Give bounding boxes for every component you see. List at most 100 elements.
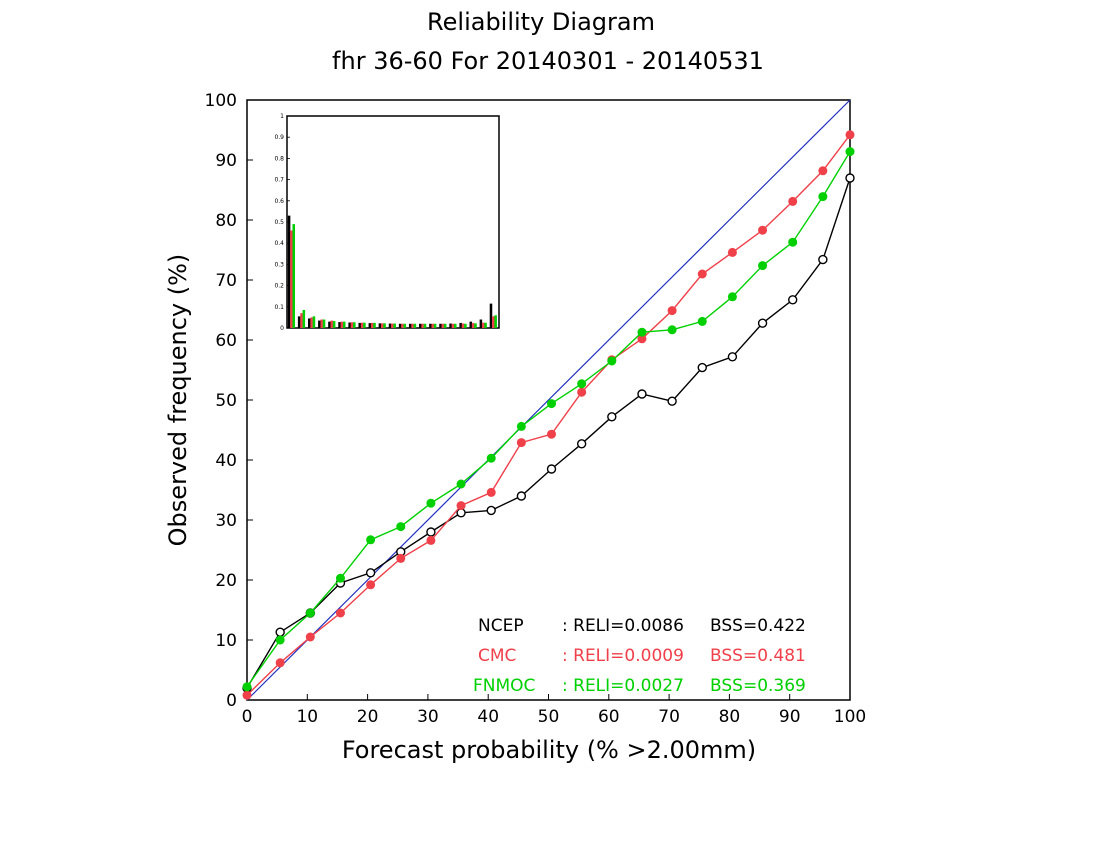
inset-tick-label: 0.6 bbox=[274, 198, 284, 205]
inset-bar-ncep bbox=[318, 320, 321, 328]
inset-bar-fnmoc bbox=[494, 315, 497, 328]
point-cmc bbox=[697, 269, 707, 279]
x-tick-label: 100 bbox=[834, 707, 866, 727]
point-fnmoc bbox=[486, 453, 496, 463]
inset-bar-ncep bbox=[338, 322, 341, 328]
inset-bar-ncep bbox=[388, 323, 392, 328]
inset-bar-fnmoc bbox=[312, 316, 316, 328]
point-cmc bbox=[335, 608, 345, 618]
point-fnmoc bbox=[396, 522, 406, 532]
point-fnmoc bbox=[366, 535, 376, 545]
legend-bss-cmc: BSS=0.481 bbox=[710, 646, 806, 666]
point-cmc bbox=[242, 690, 252, 700]
y-tick-label: 50 bbox=[215, 391, 237, 411]
point-fnmoc bbox=[637, 327, 647, 337]
inset-bar-cmc bbox=[300, 313, 303, 328]
inset-bar-cmc bbox=[350, 322, 354, 328]
inset-bar-cmc bbox=[492, 316, 495, 328]
legend-reli-ncep: : RELI=0.0086 bbox=[562, 616, 684, 636]
point-ncep bbox=[426, 527, 436, 537]
point-cmc bbox=[788, 196, 798, 206]
inset-bar-cmc bbox=[310, 317, 313, 328]
inset-bar-cmc bbox=[471, 323, 475, 328]
inset-bar-cmc bbox=[340, 321, 344, 328]
point-fnmoc bbox=[547, 399, 557, 409]
inset-bar-fnmoc bbox=[363, 322, 366, 328]
inset-bar-ncep bbox=[459, 322, 462, 328]
legend-reli-cmc: : RELI=0.0009 bbox=[562, 646, 684, 666]
inset-bar-cmc bbox=[411, 323, 414, 328]
inset-bar-fnmoc bbox=[453, 323, 457, 328]
inset-bar-fnmoc bbox=[443, 323, 447, 328]
point-ncep bbox=[275, 627, 285, 637]
legend-name-cmc: CMC bbox=[478, 646, 516, 666]
inset-bar-fnmoc bbox=[393, 323, 396, 328]
inset-bar-ncep bbox=[307, 318, 311, 328]
point-fnmoc bbox=[305, 608, 315, 618]
inset-bar-fnmoc bbox=[433, 323, 437, 328]
inset-bar-cmc bbox=[290, 230, 293, 328]
inset-bar-fnmoc bbox=[342, 321, 346, 328]
point-cmc bbox=[577, 387, 587, 397]
inset-bar-cmc bbox=[431, 323, 435, 328]
x-tick-label: 60 bbox=[598, 707, 620, 727]
point-fnmoc bbox=[607, 356, 617, 366]
inset-bar-cmc bbox=[380, 323, 384, 328]
sharpness-inset: 0 0.1 0.2 0.3 0.4 0.5 0.6 0.7 0.8 0.9 1 bbox=[274, 113, 500, 332]
point-ncep bbox=[788, 295, 798, 305]
inset-bar-fnmoc bbox=[332, 321, 336, 328]
point-ncep bbox=[576, 439, 587, 449]
point-cmc bbox=[845, 130, 855, 140]
inset-bar-fnmoc bbox=[302, 309, 306, 328]
inset-bar-cmc bbox=[461, 323, 465, 328]
inset-tick-label: 0 bbox=[280, 325, 284, 332]
inset-bar-cmc bbox=[320, 319, 323, 328]
point-fnmoc bbox=[758, 261, 768, 271]
x-tick-label: 10 bbox=[296, 707, 318, 727]
x-tick-label: 70 bbox=[658, 707, 680, 727]
inset-tick-label: 0.1 bbox=[274, 304, 284, 311]
point-cmc bbox=[758, 225, 768, 235]
inset-tick-label: 0.7 bbox=[274, 177, 284, 184]
inset-frame bbox=[286, 115, 500, 329]
y-tick-label: 70 bbox=[215, 271, 237, 291]
inset-bar-cmc bbox=[370, 322, 374, 328]
point-cmc bbox=[667, 306, 677, 316]
point-fnmoc bbox=[697, 316, 707, 326]
inset-bar-cmc bbox=[441, 323, 445, 328]
x-tick-label: 50 bbox=[538, 707, 560, 727]
y-tick-label: 100 bbox=[205, 91, 237, 111]
point-cmc bbox=[547, 429, 557, 439]
inset-bar-fnmoc bbox=[322, 319, 326, 328]
chart-title: Reliability Diagram bbox=[427, 8, 655, 36]
inset-bar-fnmoc bbox=[373, 322, 376, 328]
point-fnmoc bbox=[667, 325, 677, 335]
inset-bar-ncep bbox=[297, 316, 301, 328]
inset-bar-ncep bbox=[439, 323, 442, 328]
y-axis-label: Observed frequency (%) bbox=[164, 254, 192, 547]
point-cmc bbox=[305, 632, 315, 642]
point-cmc bbox=[818, 166, 828, 176]
inset-tick-label: 0.2 bbox=[274, 283, 284, 290]
y-tick-label: 30 bbox=[215, 511, 237, 531]
inset-bar-fnmoc bbox=[413, 323, 417, 328]
inset-bar-ncep bbox=[419, 323, 422, 328]
inset-bar-cmc bbox=[451, 323, 455, 328]
inset-bar-fnmoc bbox=[484, 322, 487, 328]
x-tick-label: 0 bbox=[242, 707, 253, 727]
point-ncep bbox=[697, 362, 707, 373]
point-ncep bbox=[546, 464, 557, 474]
x-tick-label: 80 bbox=[719, 707, 741, 727]
point-ncep bbox=[757, 318, 768, 328]
inset-bars bbox=[287, 215, 497, 328]
inset-bar-cmc bbox=[330, 320, 334, 328]
y-tick-label: 60 bbox=[215, 331, 237, 351]
inset-tick-label: 0.5 bbox=[274, 219, 284, 226]
point-ncep bbox=[727, 352, 738, 362]
x-axis-label: Forecast probability (% >2.00mm) bbox=[342, 736, 756, 764]
inset-bar-fnmoc bbox=[292, 224, 296, 328]
inset-bar-fnmoc bbox=[353, 322, 356, 328]
series-layer bbox=[242, 130, 855, 700]
point-fnmoc bbox=[788, 237, 798, 247]
